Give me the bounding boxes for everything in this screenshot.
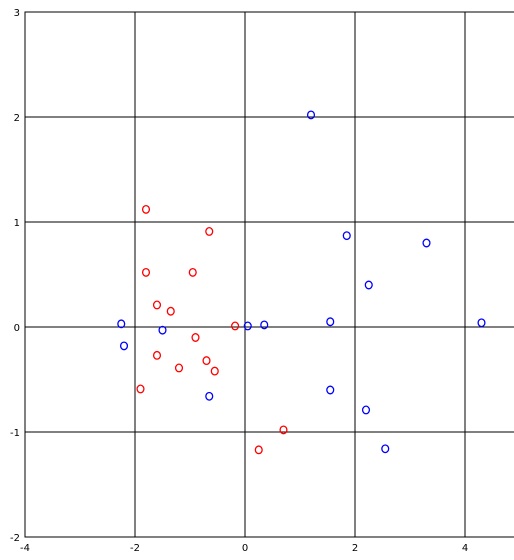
- red-data-point: [174, 363, 184, 373]
- blue-data-point: [158, 325, 167, 335]
- blue-data-point: [361, 405, 371, 415]
- blue-data-point: [205, 391, 214, 401]
- red-data-point: [141, 204, 151, 214]
- y-tick-label: 2: [14, 113, 20, 124]
- data-points: [117, 110, 486, 455]
- y-tick-label: 3: [14, 8, 20, 19]
- red-data-point: [191, 333, 200, 342]
- y-tick-label: -2: [10, 533, 20, 544]
- blue-data-point: [119, 341, 129, 351]
- red-data-point: [231, 321, 240, 331]
- y-tick-label: -1: [10, 428, 20, 439]
- red-data-point: [136, 384, 145, 394]
- y-tick-label: 1: [14, 218, 20, 229]
- red-data-point: [188, 267, 197, 277]
- x-tick-label: -2: [130, 543, 140, 554]
- blue-data-point: [422, 238, 431, 248]
- red-data-point: [210, 366, 219, 376]
- red-data-point: [279, 425, 288, 435]
- blue-data-point: [243, 321, 252, 331]
- red-data-point: [205, 226, 214, 236]
- x-tick-label: 0: [242, 543, 248, 554]
- red-data-point: [166, 306, 175, 316]
- x-tick-label: 2: [352, 543, 358, 554]
- blue-data-point: [117, 319, 126, 329]
- blue-data-point: [381, 444, 390, 454]
- red-data-point: [254, 445, 263, 455]
- blue-data-point: [326, 317, 335, 327]
- red-data-point: [141, 267, 151, 277]
- x-tick-label: 4: [462, 543, 468, 554]
- blue-data-point: [477, 318, 486, 328]
- red-data-point: [152, 300, 162, 310]
- x-tick-label: -4: [20, 543, 30, 554]
- blue-data-point: [326, 385, 335, 395]
- grid-lines: [25, 12, 514, 537]
- blue-data-point: [364, 280, 373, 290]
- blue-data-point: [342, 231, 351, 241]
- blue-data-point: [306, 110, 316, 120]
- plot-frame: [24, 11, 514, 538]
- red-data-point: [152, 350, 162, 360]
- red-data-point: [202, 356, 211, 366]
- y-tick-label: 0: [14, 323, 20, 334]
- blue-data-point: [260, 320, 269, 330]
